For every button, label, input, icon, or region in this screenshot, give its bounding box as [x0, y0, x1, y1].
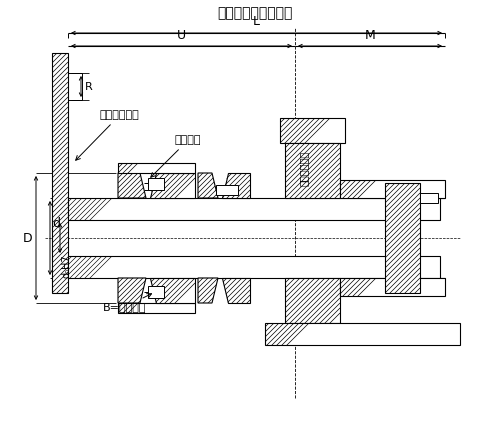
Polygon shape: [339, 278, 444, 296]
Polygon shape: [285, 278, 339, 323]
Polygon shape: [222, 173, 250, 198]
Text: 扭力扳手空间: 扭力扳手空间: [75, 110, 140, 160]
Polygon shape: [150, 173, 194, 198]
Polygon shape: [198, 173, 217, 198]
Bar: [419, 193, 437, 203]
Text: U: U: [177, 29, 186, 42]
Text: 减速器中心线: 减速器中心线: [299, 151, 308, 185]
Text: L: L: [252, 15, 260, 28]
Bar: [216, 185, 238, 195]
Polygon shape: [68, 256, 439, 278]
Text: 空心轴套及胀盘尺寸: 空心轴套及胀盘尺寸: [217, 6, 292, 20]
Text: M: M: [364, 29, 374, 42]
Text: R: R: [85, 82, 93, 91]
Polygon shape: [285, 143, 339, 198]
Polygon shape: [52, 53, 68, 293]
Polygon shape: [118, 303, 194, 313]
Polygon shape: [118, 278, 146, 303]
Polygon shape: [68, 198, 439, 220]
Polygon shape: [198, 278, 217, 303]
Polygon shape: [264, 323, 459, 345]
Text: D: D: [23, 232, 32, 245]
Text: d₀H7: d₀H7: [61, 254, 71, 278]
Polygon shape: [222, 278, 250, 303]
Text: B=张力螺钉: B=张力螺钉: [103, 294, 151, 312]
Bar: [148, 178, 164, 190]
Polygon shape: [384, 183, 419, 293]
Polygon shape: [118, 163, 194, 173]
Polygon shape: [118, 173, 146, 198]
Polygon shape: [150, 278, 194, 303]
Text: d: d: [52, 216, 60, 229]
Polygon shape: [279, 118, 344, 143]
Text: 胀盘联接: 胀盘联接: [150, 135, 201, 177]
Polygon shape: [339, 180, 444, 198]
Bar: [148, 286, 164, 298]
